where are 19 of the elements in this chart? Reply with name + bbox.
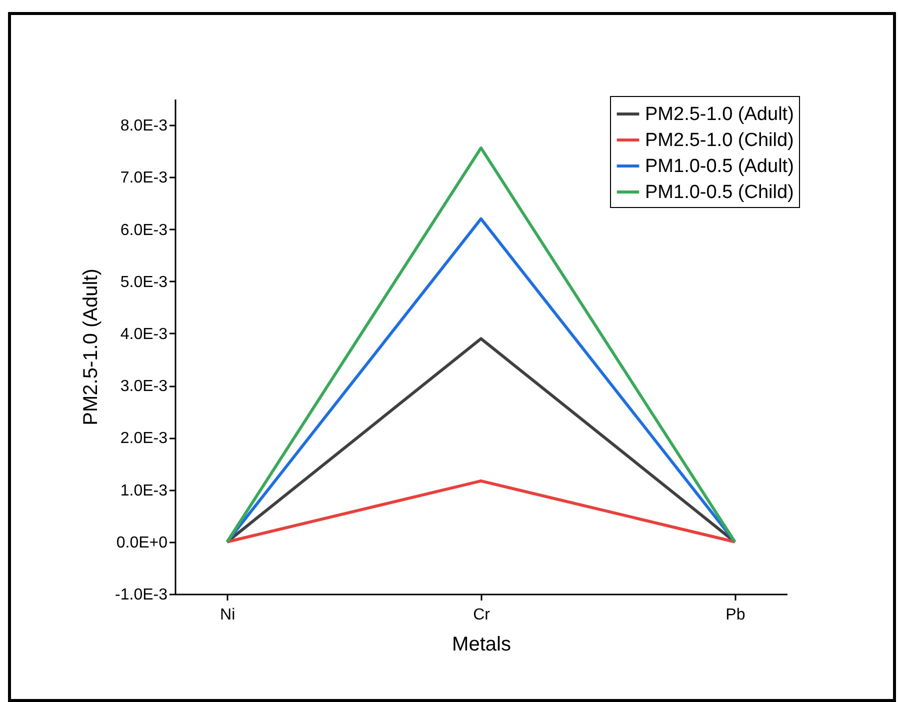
- legend-label: PM1.0-0.5 (Child): [645, 182, 794, 203]
- y-tick-label: 7.0E-3: [120, 170, 168, 187]
- y-tick-label: 0.0E+0: [116, 534, 168, 552]
- y-axis-title: PM2.5-1.0 (Adult): [80, 268, 102, 426]
- y-tick-label: 4.0E-3: [120, 326, 168, 343]
- x-axis-title: Metals: [452, 634, 511, 656]
- legend-label: PM2.5-1.0 (Child): [645, 130, 794, 151]
- x-tick-label: Cr: [473, 606, 491, 624]
- y-tick-label: 8.0E-3: [120, 118, 168, 135]
- y-tick-label: 5.0E-3: [120, 274, 168, 291]
- y-tick-label: 6.0E-3: [120, 222, 168, 239]
- x-tick-label: Pb: [726, 606, 746, 624]
- legend-label: PM1.0-0.5 (Adult): [645, 156, 794, 177]
- y-tick-label: 3.0E-3: [120, 378, 168, 396]
- y-tick-label: -1.0E-3: [115, 586, 168, 604]
- x-tick-label: Ni: [220, 606, 236, 624]
- legend-label: PM2.5-1.0 (Adult): [645, 104, 794, 125]
- y-tick-label: 2.0E-3: [120, 430, 168, 448]
- y-tick-label: 1.0E-3: [120, 482, 168, 500]
